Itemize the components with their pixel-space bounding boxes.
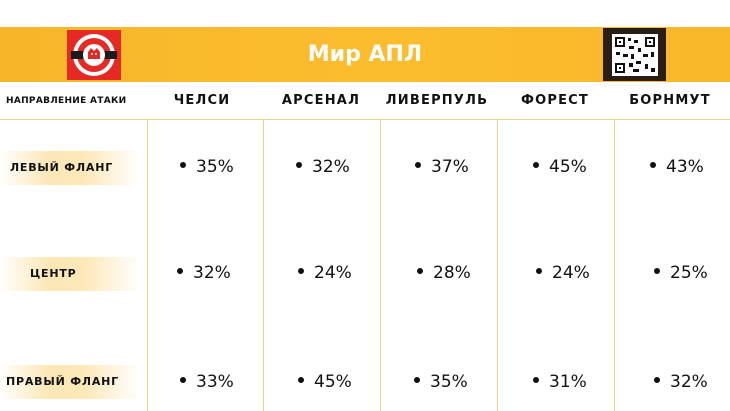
column-divider xyxy=(263,120,264,411)
table-cell: 31% xyxy=(533,370,649,394)
bullet-icon xyxy=(654,377,660,383)
column-header-chelsea: ЧЕЛСИ xyxy=(173,93,231,108)
bullet-icon xyxy=(296,162,302,168)
row-label-highlight xyxy=(0,365,140,399)
column-header-liverpool: ЛИВЕРПУЛЬ xyxy=(385,93,489,108)
column-header-forest: ФОРЕСТ xyxy=(521,93,589,108)
row-label-left-flank: ЛЕВЫЙ ФЛАНГ xyxy=(10,161,114,174)
table-cell: 35% xyxy=(414,370,530,394)
column-divider xyxy=(147,120,148,411)
row-header-label: НАПРАВЛЕНИЕ АТАКИ xyxy=(6,96,127,106)
page-title: Мир АПЛ xyxy=(307,42,423,67)
title-banner: Мир АПЛ xyxy=(0,27,730,82)
bullet-icon xyxy=(650,162,656,168)
bullet-icon xyxy=(415,162,421,168)
table-cell: 45% xyxy=(298,370,414,394)
table-cell: 32% xyxy=(654,370,730,394)
bullet-icon xyxy=(180,162,186,168)
column-divider xyxy=(380,120,381,411)
table-cell: 32% xyxy=(296,155,412,179)
bullet-icon xyxy=(298,268,304,274)
row-label-highlight xyxy=(0,257,140,291)
row-label-right-flank: ПРАВЫЙ ФЛАНГ xyxy=(6,375,119,388)
column-header-arsenal: АРСЕНАЛ xyxy=(281,93,361,108)
table-cell: 37% xyxy=(415,155,531,179)
bullet-icon xyxy=(533,377,539,383)
lion-club-logo-icon xyxy=(67,30,121,80)
bullet-icon xyxy=(414,377,420,383)
bullet-icon xyxy=(298,377,304,383)
bullet-icon xyxy=(180,377,186,383)
column-header-bournemouth: БОРНМУТ xyxy=(629,93,711,108)
table-cell: 43% xyxy=(650,155,730,179)
column-divider xyxy=(614,120,615,411)
bullet-icon xyxy=(533,162,539,168)
column-divider xyxy=(497,120,498,411)
table-cell: 25% xyxy=(654,261,730,285)
bullet-icon xyxy=(417,268,423,274)
bullet-icon xyxy=(177,268,183,274)
row-label-highlight xyxy=(0,151,140,185)
table-cell: 35% xyxy=(180,155,296,179)
header-divider xyxy=(0,119,730,120)
bullet-icon xyxy=(654,268,660,274)
table-cell: 33% xyxy=(180,370,296,394)
qr-code-icon[interactable] xyxy=(603,28,666,81)
table-cell: 28% xyxy=(417,261,533,285)
row-label-center: ЦЕНТР xyxy=(30,267,77,280)
bullet-icon xyxy=(536,268,542,274)
table-cell: 24% xyxy=(536,261,652,285)
table-cell: 45% xyxy=(533,155,649,179)
table-cell: 32% xyxy=(177,261,293,285)
table-cell: 24% xyxy=(298,261,414,285)
